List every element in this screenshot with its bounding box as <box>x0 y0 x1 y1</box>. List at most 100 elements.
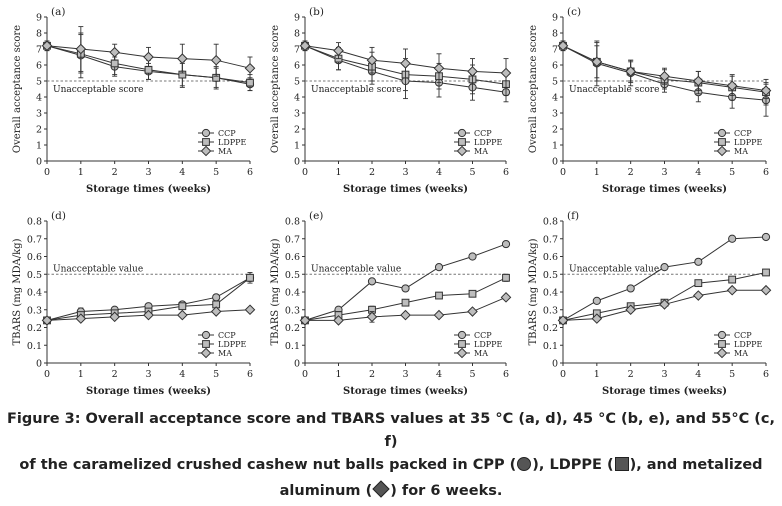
legend-marker-square <box>458 340 466 348</box>
legend-label: LDPPE <box>218 138 246 147</box>
legend-marker-square <box>718 340 726 348</box>
caption-line-2: of the caramelized crushed cashew nut ba… <box>0 454 782 480</box>
legend-label: MA <box>734 147 748 156</box>
legend-label: MA <box>474 349 488 358</box>
x-tick-label: 4 <box>436 369 442 380</box>
x-axis-label: Storage times (weeks) <box>86 184 211 195</box>
y-tick-label: 1 <box>294 141 300 152</box>
x-tick-label: 4 <box>179 167 185 178</box>
caption-text-duration: ) for 6 weeks. <box>390 483 503 499</box>
x-tick-label: 1 <box>335 369 341 380</box>
data-point-circle <box>212 293 221 302</box>
legend-item-ldppe: LDPPE <box>454 340 502 349</box>
diamond-marker-icon <box>372 480 390 506</box>
threshold-label: Unacceptable score <box>311 85 401 95</box>
caption-text-cpp: of the caramelized crushed cashew nut ba… <box>19 457 517 473</box>
x-tick-label: 0 <box>302 369 308 380</box>
data-point-diamond <box>659 299 670 310</box>
legend-item-ccp: CCP <box>454 128 492 138</box>
series-ma <box>557 284 772 326</box>
data-point-circle <box>728 234 737 243</box>
y-tick-label: 0.3 <box>285 305 300 316</box>
x-tick-label: 5 <box>213 167 219 178</box>
x-tick-label: 6 <box>503 369 509 380</box>
y-tick-label: 3 <box>36 109 42 120</box>
legend-marker-circle <box>457 330 467 340</box>
legend-label: LDPPE <box>734 340 762 349</box>
y-tick-label: 0.6 <box>285 252 300 263</box>
x-tick-label: 0 <box>44 369 50 380</box>
x-tick-label: 2 <box>369 167 375 178</box>
data-point-diamond <box>500 292 512 303</box>
x-tick-label: 3 <box>145 369 151 380</box>
data-point-square <box>110 59 119 68</box>
x-tick-label: 2 <box>369 369 375 380</box>
y-axis-label: Overall acceptance score <box>12 25 23 153</box>
series-ma <box>299 40 512 88</box>
data-point-diamond <box>333 45 344 56</box>
y-tick-label: 3 <box>294 109 300 120</box>
x-tick-label: 3 <box>661 167 667 178</box>
legend-marker-diamond <box>200 347 212 359</box>
caption-line-3: aluminum () for 6 weeks. <box>0 480 782 506</box>
data-point-diamond <box>760 284 772 296</box>
y-tick-label: 9 <box>552 13 558 24</box>
y-tick-label: 9 <box>294 13 300 24</box>
legend-item-ldppe: LDPPE <box>198 340 246 349</box>
y-tick-label: 2 <box>552 125 558 136</box>
legend-item-ldppe: LDPPE <box>714 340 762 349</box>
y-tick-label: 0.7 <box>285 234 300 245</box>
x-tick-label: 5 <box>729 167 735 178</box>
legend-marker-circle <box>201 128 211 138</box>
series-ma <box>41 26 256 80</box>
y-tick-label: 0.4 <box>285 288 300 299</box>
data-point-square <box>762 268 770 277</box>
y-tick-label: 0.6 <box>543 252 558 263</box>
x-tick-label: 2 <box>628 369 634 380</box>
chart-panel-e: 0 0.1 0.2 0.3 0.4 0.5 0.6 0.7 0.8 0 1 2 3 4 5 6 Storage … <box>270 210 512 397</box>
data-point-diamond <box>109 46 120 58</box>
x-tick-label: 3 <box>402 369 408 380</box>
x-tick-label: 1 <box>594 369 600 380</box>
legend-marker-diamond <box>456 145 468 157</box>
legend-item-ma: MA <box>454 145 488 157</box>
data-point-circle <box>592 296 601 305</box>
x-axis-label: Storage times (weeks) <box>602 386 727 397</box>
threshold-label: Unacceptable value <box>311 264 401 274</box>
data-point-circle <box>401 284 410 293</box>
legend-marker-diamond <box>200 145 212 157</box>
data-point-diamond <box>693 75 704 87</box>
data-point-diamond <box>760 85 772 96</box>
data-point-diamond <box>210 54 222 66</box>
x-tick-label: 6 <box>247 167 253 178</box>
y-tick-label: 0 <box>36 157 42 168</box>
data-point-circle <box>694 257 703 266</box>
data-point-diamond <box>210 306 222 317</box>
legend-item-ma: MA <box>198 347 232 359</box>
data-point-diamond <box>726 80 738 92</box>
legend-marker-diamond <box>716 347 728 359</box>
data-point-square <box>144 65 153 74</box>
legend-label: CCP <box>474 331 492 340</box>
legend-item-ccp: CCP <box>454 330 492 340</box>
data-point-circle <box>367 277 377 286</box>
y-tick-label: 4 <box>552 93 558 104</box>
legend-marker-circle <box>717 128 727 138</box>
y-tick-label: 0 <box>552 157 558 168</box>
data-point-diamond <box>75 43 87 55</box>
data-point-diamond <box>433 309 445 321</box>
data-point-diamond <box>41 40 53 52</box>
data-point-diamond <box>693 290 704 301</box>
legend-label: CCP <box>218 331 236 340</box>
legend-label: CCP <box>734 331 752 340</box>
data-point-circle <box>660 263 669 272</box>
y-tick-label: 8 <box>294 29 300 40</box>
y-tick-label: 1 <box>36 141 42 152</box>
y-tick-label: 0.2 <box>543 323 558 334</box>
data-point-diamond <box>177 53 188 64</box>
legend-label: LDPPE <box>474 138 502 147</box>
data-point-circle <box>761 232 771 242</box>
x-tick-label: 1 <box>335 167 341 178</box>
